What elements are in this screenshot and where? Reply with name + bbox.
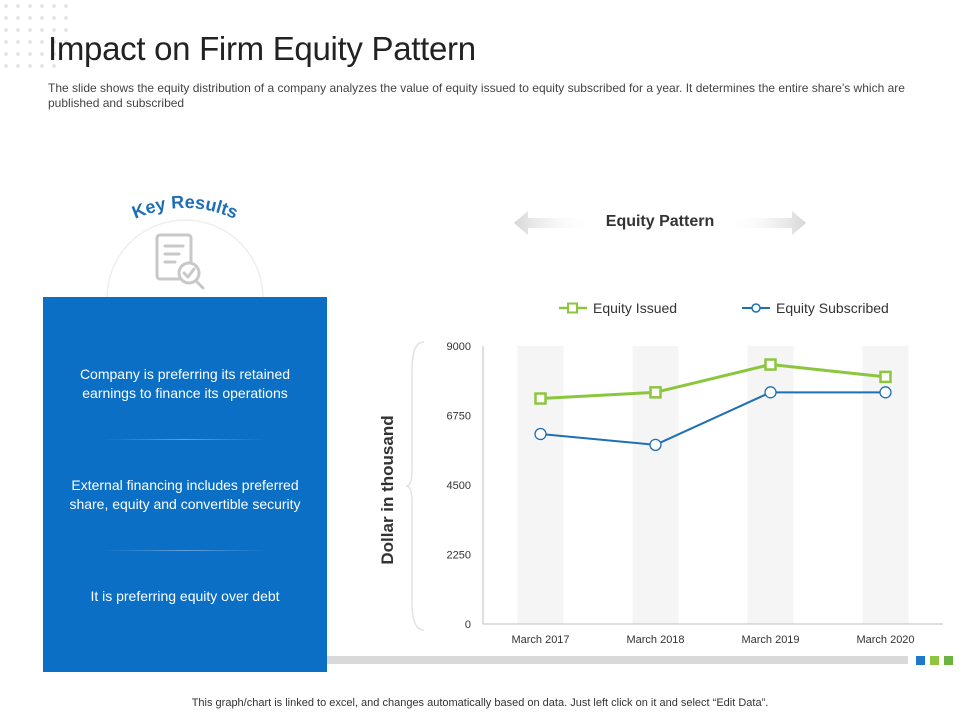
legend-marker-square — [559, 302, 587, 314]
data-point-equity-issued — [879, 370, 892, 384]
key-results-graphic: Key Results — [106, 192, 264, 299]
y-tick-label: 4500 — [447, 480, 471, 492]
y-tick-label: 2250 — [447, 550, 471, 562]
data-point-equity-subscribed — [649, 438, 662, 451]
decorative-square — [930, 656, 939, 665]
series-line-equity-issued — [540, 363, 886, 401]
report-checkmark-icon — [155, 233, 205, 290]
data-point-equity-subscribed — [764, 386, 777, 399]
data-point-equity-issued — [649, 386, 662, 399]
legend-marker-circle — [742, 303, 770, 313]
category-band — [517, 346, 564, 624]
legend-item-equity-subscribed: Equity Subscribed — [742, 300, 889, 316]
y-axis-label: Dollar in thousand — [378, 415, 397, 565]
key-points-panel: Company is preferring its retained earni… — [43, 297, 327, 672]
x-tick-label: March 2019 — [741, 634, 799, 646]
y-axis-label-wrap: Dollar in thousand — [370, 415, 406, 565]
page-subtitle: The slide shows the equity distribution … — [48, 81, 905, 110]
key-point-2: External financing includes preferred sh… — [69, 477, 301, 512]
legend-item-equity-issued: Equity Issued — [559, 300, 677, 316]
data-point-equity-issued — [534, 392, 547, 405]
y-tick-label: 6750 — [447, 411, 471, 423]
decorative-square — [944, 656, 953, 665]
key-point-1: Company is preferring its retained earni… — [79, 366, 291, 401]
key-point-divider — [103, 439, 267, 440]
footer-note: This graph/chart is linked to excel, and… — [191, 697, 769, 709]
page-title: Impact on Firm Equity Pattern — [48, 30, 476, 67]
bottom-divider-bar — [327, 656, 908, 664]
chart-legend: Equity Issued Equity Subscribed — [555, 300, 915, 320]
key-results-header: Key Results — [95, 190, 275, 300]
line-chart: 0 2250 4500 6750 9000 March 2017 March 2018 Ma… — [447, 341, 943, 646]
chart-title: Equity Pattern — [605, 213, 715, 230]
series-line-equity-subscribed — [540, 391, 886, 446]
key-point-divider — [103, 550, 267, 551]
bottom-accent-bar — [190, 656, 327, 664]
y-axis-brace — [405, 341, 425, 631]
decorative-square — [916, 656, 925, 665]
key-results-label: Key Results — [129, 192, 241, 223]
legend-label: Equity Subscribed — [776, 300, 889, 316]
x-tick-label: March 2020 — [856, 634, 914, 646]
data-point-equity-issued — [764, 358, 777, 371]
decorative-dot-grid — [4, 4, 68, 68]
x-tick-label: March 2017 — [511, 634, 569, 646]
y-tick-label: 0 — [465, 619, 471, 631]
double-arrow-icon — [514, 211, 806, 235]
y-tick-label: 9000 — [447, 341, 471, 353]
legend-label: Equity Issued — [593, 300, 678, 316]
data-point-equity-subscribed — [879, 386, 892, 399]
x-tick-label: March 2018 — [626, 634, 684, 646]
data-point-equity-subscribed — [534, 427, 547, 441]
key-point-3: It is preferring equity over debt — [90, 588, 280, 604]
